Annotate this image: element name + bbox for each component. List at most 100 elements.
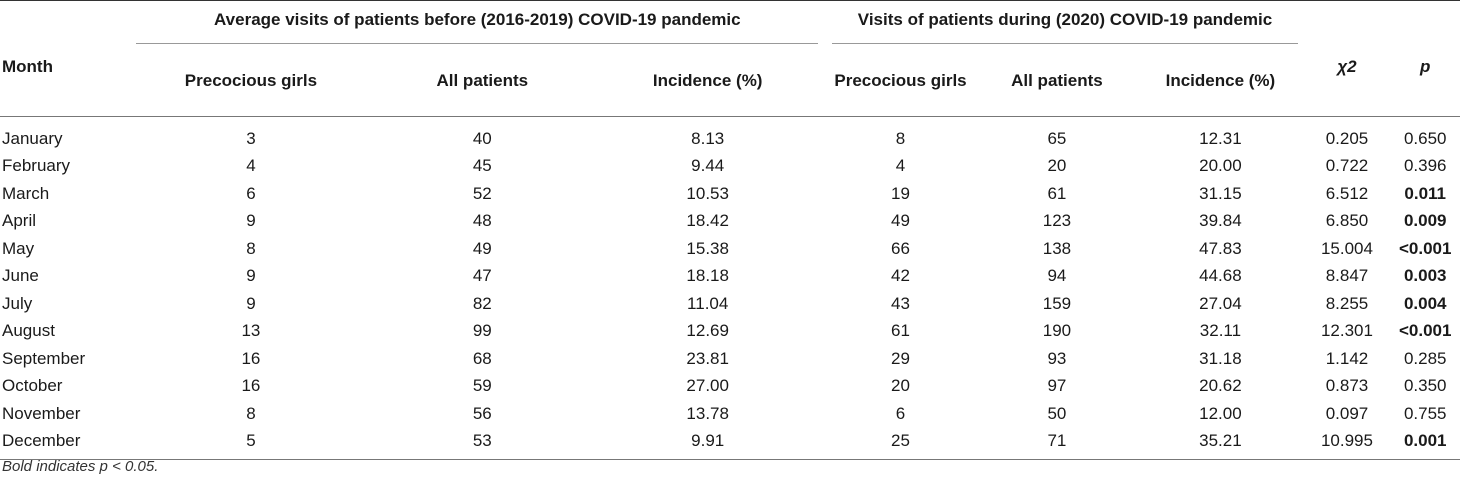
cell-d-inc: 35.21 xyxy=(1137,427,1304,460)
cell-p: <0.001 xyxy=(1398,321,1452,341)
cell-b-all: 68 xyxy=(472,348,492,368)
cell-d-girls: 42 xyxy=(891,266,910,286)
cell-month: October xyxy=(2,376,63,396)
header-group-during: Visits of patients during (2020) COVID-1… xyxy=(824,0,1304,49)
cell-b-inc: 23.81 xyxy=(686,348,729,368)
subheader-before-girls: Precocious girls xyxy=(184,70,318,90)
cell-p: 0.650 xyxy=(1403,128,1447,148)
cell-p: <0.001 xyxy=(1398,238,1452,258)
cell-b-girls: 5 xyxy=(128,427,374,460)
cell-month: November xyxy=(2,403,81,423)
cell-b-inc: 11.04 xyxy=(687,293,729,313)
subheader-before-incidence: Incidence (%) xyxy=(652,70,763,90)
cell-d-girls: 66 xyxy=(891,238,910,258)
cell-b-girls: 3 xyxy=(246,128,256,148)
table-row: November 8 56 13.78 6 50 12.00 0.097 0.755 xyxy=(0,400,1460,428)
cell-b-inc: 18.18 xyxy=(686,266,729,286)
cell-d-girls: 43 xyxy=(891,293,910,313)
cell-month: August xyxy=(2,321,55,341)
cell-chi2: 0.873 xyxy=(1325,376,1369,396)
header-group-during-label: Visits of patients during (2020) COVID-1… xyxy=(832,6,1298,44)
cell-b-all: 45 xyxy=(472,156,492,176)
cell-month: March xyxy=(2,183,50,203)
cell-b-girls: 8 xyxy=(246,238,256,258)
table-footnote: Bold indicates p < 0.05. xyxy=(2,458,159,475)
cell-d-all: 65 xyxy=(1047,128,1067,148)
cell-p: 0.003 xyxy=(1403,266,1447,286)
cell-d-girls: 29 xyxy=(891,348,910,368)
cell-b-inc: 15.38 xyxy=(686,238,729,258)
subheader-during-incidence: Incidence (%) xyxy=(1165,70,1276,90)
cell-month: July xyxy=(2,293,33,313)
cell-b-all: 47 xyxy=(472,266,492,286)
cell-d-inc: 39.84 xyxy=(1199,211,1242,231)
cell-d-inc: 47.83 xyxy=(1199,238,1242,258)
cell-d-inc: 20.62 xyxy=(1199,376,1242,396)
cell-b-girls: 16 xyxy=(241,348,261,368)
cell-b-girls: 6 xyxy=(246,183,256,203)
subheader-during-girls: Precocious girls xyxy=(834,70,967,90)
cell-d-all: 94 xyxy=(1047,266,1067,286)
cell-chi2: 15.004 xyxy=(1320,238,1373,258)
cell-month: December xyxy=(0,427,129,460)
cell-d-inc: 32.11 xyxy=(1199,321,1242,341)
cell-d-inc: 27.04 xyxy=(1199,293,1242,313)
cell-chi2: 8.847 xyxy=(1325,266,1369,286)
table-row: April 9 48 18.42 49 123 39.84 6.850 0.009 xyxy=(0,208,1460,236)
cell-b-girls: 9 xyxy=(246,266,256,286)
cell-b-girls: 4 xyxy=(246,156,256,176)
cell-d-all: 61 xyxy=(1047,183,1067,203)
table-row: August 13 99 12.69 61 190 32.11 12.301 <0.001 xyxy=(0,318,1460,346)
cell-d-all: 190 xyxy=(1042,321,1072,341)
cell-d-all: 71 xyxy=(976,427,1138,460)
cell-p: 0.004 xyxy=(1403,293,1447,313)
cell-p: 0.396 xyxy=(1403,156,1447,176)
cell-chi2: 10.995 xyxy=(1303,427,1391,460)
cell-b-inc: 9.44 xyxy=(691,156,725,176)
cell-p: 0.011 xyxy=(1404,183,1447,203)
header-chi2: χ2 xyxy=(1303,0,1391,116)
cell-b-inc: 9.91 xyxy=(590,427,825,460)
table-row: January 3 40 8.13 8 65 12.31 0.205 0.650 xyxy=(0,117,1460,153)
cell-d-all: 159 xyxy=(1042,293,1072,313)
cell-b-all: 59 xyxy=(472,376,492,396)
cell-chi2: 0.097 xyxy=(1325,403,1369,423)
cell-b-inc: 13.78 xyxy=(686,403,729,423)
cell-month: September xyxy=(2,348,86,368)
header-group-before-label: Average visits of patients before (2016-… xyxy=(136,6,819,44)
cell-d-all: 138 xyxy=(1042,238,1072,258)
cell-b-inc: 12.69 xyxy=(686,321,729,341)
cell-d-all: 123 xyxy=(1042,211,1072,231)
cell-month: January xyxy=(2,128,63,148)
cell-month: May xyxy=(2,238,35,258)
cell-d-all: 97 xyxy=(1047,376,1067,396)
cell-d-girls: 20 xyxy=(891,376,910,396)
cell-d-all: 20 xyxy=(1047,156,1067,176)
cell-b-inc: 27.00 xyxy=(686,376,729,396)
table-row: October 16 59 27.00 20 97 20.62 0.873 0.350 xyxy=(0,373,1460,401)
table-row: December 5 53 9.91 25 71 35.21 10.995 0.001 xyxy=(0,427,1460,460)
header-rule xyxy=(0,116,1460,117)
cell-p: 0.755 xyxy=(1403,403,1447,423)
cell-b-inc: 18.42 xyxy=(686,211,729,231)
cell-d-all: 50 xyxy=(1047,403,1067,423)
cell-month: June xyxy=(2,266,39,286)
cell-b-girls: 9 xyxy=(246,293,256,313)
cell-b-all: 40 xyxy=(472,128,492,148)
cell-chi2: 6.512 xyxy=(1325,183,1369,203)
cell-d-girls: 8 xyxy=(895,128,906,148)
cell-b-inc: 8.13 xyxy=(691,128,725,148)
cell-b-all: 48 xyxy=(472,211,492,231)
cell-chi2: 0.205 xyxy=(1325,128,1369,148)
cell-d-inc: 44.68 xyxy=(1199,266,1242,286)
cell-p: 0.009 xyxy=(1403,211,1447,231)
cell-b-all: 49 xyxy=(472,238,492,258)
cell-b-all: 56 xyxy=(472,403,492,423)
header-group-before: Average visits of patients before (2016-… xyxy=(128,0,825,49)
cell-chi2: 0.722 xyxy=(1325,156,1369,176)
cell-chi2: 12.301 xyxy=(1320,321,1373,341)
cell-b-all: 99 xyxy=(472,321,492,341)
table-row: July 9 82 11.04 43 159 27.04 8.255 0.004 xyxy=(0,290,1460,318)
cell-month: February xyxy=(2,156,71,176)
